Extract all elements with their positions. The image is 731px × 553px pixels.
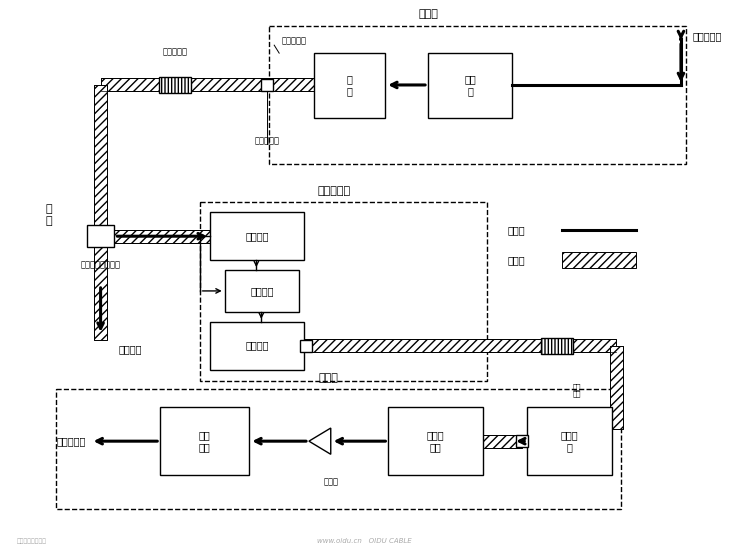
Bar <box>304 339 616 352</box>
Bar <box>159 77 191 93</box>
Text: 光放大
器: 光放大 器 <box>561 430 578 452</box>
Text: 放大器: 放大器 <box>323 477 338 486</box>
Text: 濮阳光纤通信系统: 濮阳光纤通信系统 <box>16 538 46 544</box>
Bar <box>527 408 612 475</box>
Bar <box>541 338 573 353</box>
Polygon shape <box>309 428 330 455</box>
Bar <box>210 322 304 369</box>
Text: 光
发: 光 发 <box>346 75 352 96</box>
Text: 光纤融合器代束器: 光纤融合器代束器 <box>80 260 121 269</box>
Text: 光纤耦
合器: 光纤耦 合器 <box>427 430 444 452</box>
Bar <box>200 202 488 382</box>
Bar <box>516 435 529 447</box>
Bar <box>610 346 623 429</box>
Text: 光纤分路器: 光纤分路器 <box>255 137 280 145</box>
Bar <box>101 229 210 243</box>
Text: 隔离备份: 隔离备份 <box>118 345 142 354</box>
Text: 再生中继器: 再生中继器 <box>317 186 350 196</box>
Text: www.oidu.cn   OIDU CABLE: www.oidu.cn OIDU CABLE <box>317 538 412 544</box>
Bar <box>94 85 107 340</box>
Bar <box>160 408 249 475</box>
Text: 信号
判决: 信号 判决 <box>199 430 211 452</box>
Text: 光发射器: 光发射器 <box>245 341 268 351</box>
Bar <box>210 212 304 260</box>
Bar <box>482 435 522 447</box>
Bar <box>101 79 314 91</box>
Bar <box>428 53 512 118</box>
Bar <box>300 340 312 352</box>
Text: 电端
机: 电端 机 <box>464 75 476 96</box>
Text: 电信号输出: 电信号输出 <box>56 436 86 446</box>
Text: 光纤收发盒: 光纤收发盒 <box>162 47 187 56</box>
Text: 电再生器: 电再生器 <box>250 286 273 296</box>
Bar <box>562 252 636 268</box>
Bar <box>224 270 299 312</box>
Text: 电信号: 电信号 <box>507 225 525 235</box>
Text: 发射端: 发射端 <box>418 9 438 19</box>
Bar <box>261 79 273 91</box>
Bar <box>56 389 621 509</box>
Bar <box>388 408 482 475</box>
Text: 光
缆: 光 缆 <box>46 205 53 226</box>
Text: 光纤连接器: 光纤连接器 <box>281 36 306 45</box>
Bar <box>314 53 385 118</box>
Text: 接收端: 接收端 <box>319 373 338 383</box>
Bar <box>87 225 115 247</box>
Text: 电信号输入: 电信号输入 <box>693 31 722 41</box>
Text: 光检测器: 光检测器 <box>245 231 268 241</box>
Text: 光信号: 光信号 <box>507 255 525 265</box>
Bar <box>269 26 686 164</box>
Text: 光纤
耦接: 光纤 耦接 <box>572 383 581 398</box>
